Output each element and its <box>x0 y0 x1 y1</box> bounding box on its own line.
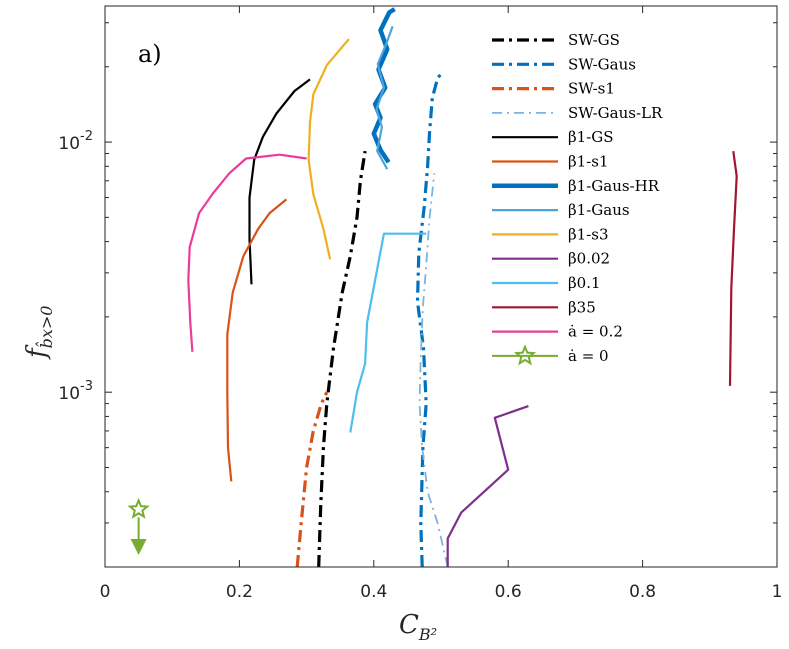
legend-item-1-label: SW-Gaus <box>568 55 636 73</box>
plot-area <box>127 7 738 567</box>
y-axis-title-sub: b̂x>0 <box>36 306 56 349</box>
series-7-line <box>375 26 394 170</box>
y-tick-label-base-0: 10 <box>58 384 80 404</box>
axes: 0 0.2 0.4 0.6 0.8 110-310-2 <box>58 5 783 602</box>
legend-item-13-star <box>513 344 537 366</box>
x-tick-label-0: 0 <box>100 582 111 602</box>
legend-item-8-label: β1-s3 <box>568 225 609 243</box>
legend-item-3-label: SW-Gaus-LR <box>568 104 663 122</box>
series-9-line <box>446 405 529 567</box>
series-13-star-marker-0 <box>127 497 150 519</box>
x-tick-label-5: 1 <box>772 582 783 602</box>
series-12-line <box>187 153 307 352</box>
x-tick-label-2: 0.4 <box>360 582 387 602</box>
series-4-line <box>248 78 311 285</box>
legend-item-10-label: β0.1 <box>568 274 601 292</box>
x-tick-label-4: 0.8 <box>629 582 656 602</box>
x-tick-label-3: 0.6 <box>495 582 522 602</box>
legend-item-9-label: β0.02 <box>568 250 610 268</box>
x-tick-label-1: 0.2 <box>226 582 253 602</box>
legend-item-7-label: β1-Gaus <box>568 201 630 219</box>
y-tick-label-0: 10-3 <box>58 379 93 404</box>
y-tick-label-exp-0: -3 <box>80 379 93 394</box>
panel-label: a) <box>138 40 162 68</box>
series-10-line <box>349 232 427 433</box>
series-11-line <box>728 150 738 386</box>
legend-item-13-label: ȧ = 0 <box>568 347 609 365</box>
legend-item-4-label: β1-GS <box>568 128 614 146</box>
series-5-line <box>226 198 288 482</box>
axes-box <box>104 5 778 568</box>
y-tick-label-1: 10-2 <box>58 129 93 154</box>
x-axis-title: CB² <box>399 610 437 644</box>
legend-item-2-label: SW-s1 <box>568 80 615 98</box>
legend-item-11-label: β35 <box>568 298 596 316</box>
series-8-line <box>307 38 350 260</box>
legend: SW-GS SW-Gaus SW-s1 SW-Gaus-LR β1-GS β1-s1 β1-… <box>492 31 663 366</box>
series-1-line <box>415 71 444 567</box>
x-axis-title-sub: B² <box>418 625 437 644</box>
y-tick-label-exp-1: -2 <box>80 129 93 144</box>
series-group <box>127 7 738 567</box>
series-6-line <box>371 7 396 164</box>
series-2-line <box>295 391 329 567</box>
legend-item-6-label: β1-Gaus-HR <box>568 177 660 195</box>
series-13-arrow-head <box>130 539 147 555</box>
y-tick-label-base-1: 10 <box>58 134 80 154</box>
x-axis-title-main: C <box>399 610 419 640</box>
legend-item-0-label: SW-GS <box>568 31 620 49</box>
legend-item-5-label: β1-s1 <box>568 153 609 171</box>
legend-item-12-label: ȧ = 0.2 <box>568 323 623 341</box>
